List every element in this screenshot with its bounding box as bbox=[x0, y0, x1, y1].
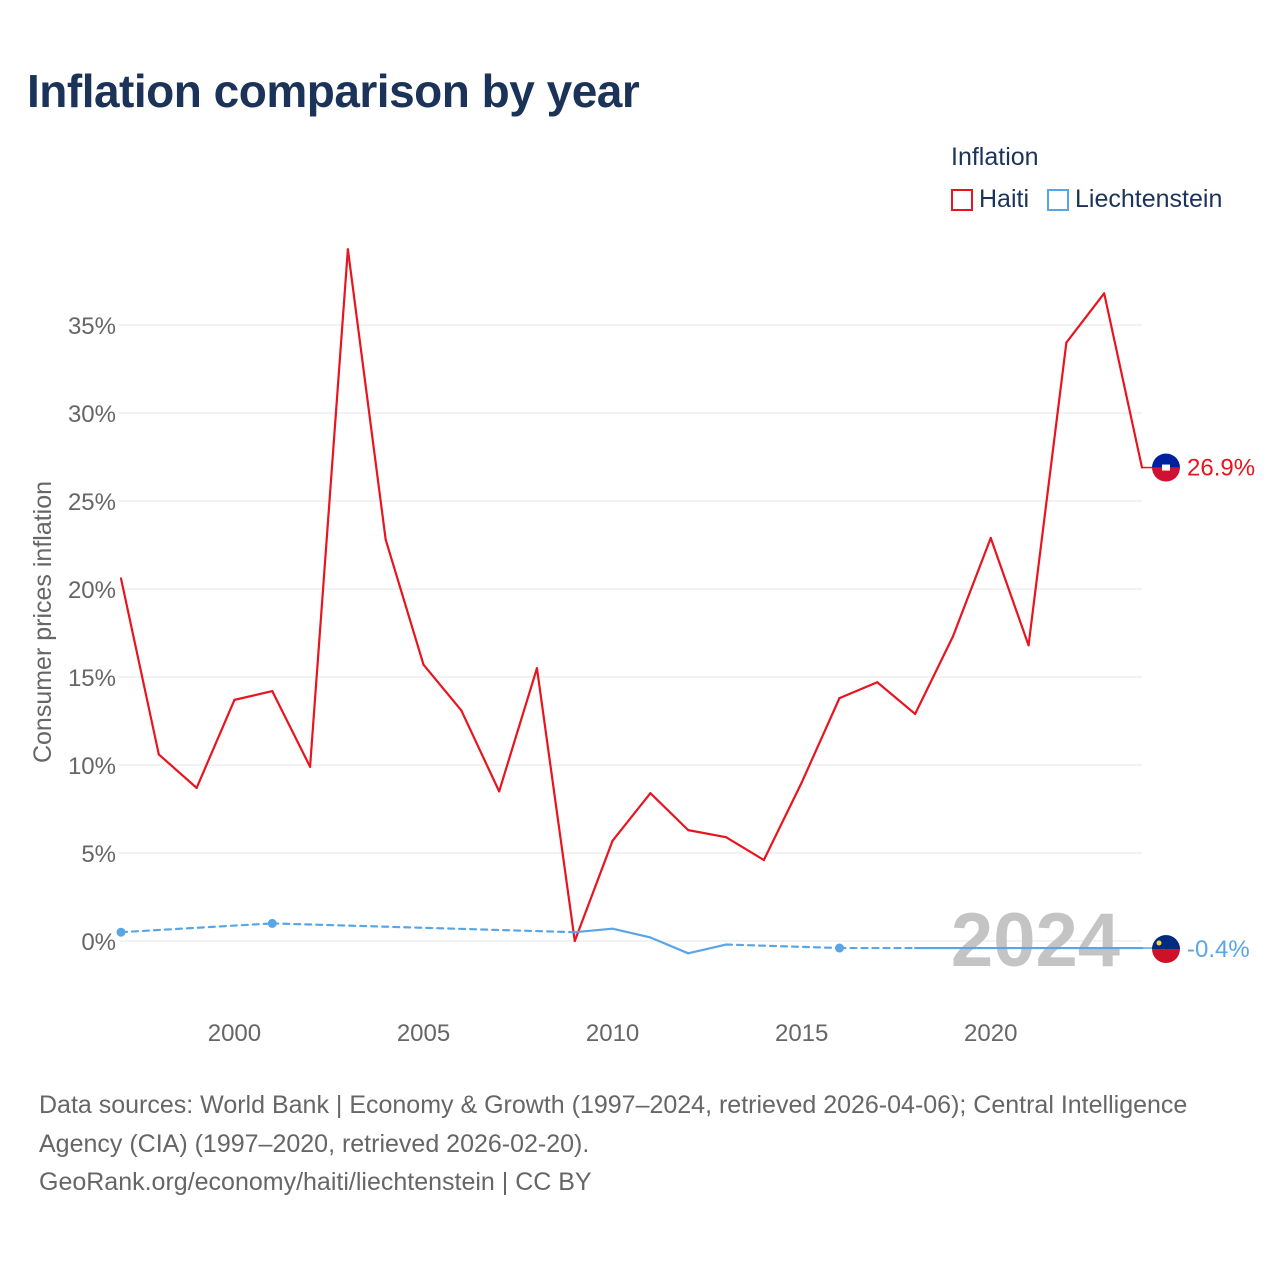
series-segment-haiti bbox=[800, 697, 841, 784]
flag-stripe bbox=[1152, 453, 1180, 468]
series-segment-haiti bbox=[724, 836, 765, 862]
series-segment-haiti bbox=[195, 698, 236, 789]
grid bbox=[119, 324, 1142, 942]
flag-stripe bbox=[1152, 949, 1180, 964]
credit-link[interactable]: GeoRank.org/economy/haiti/liechtenstein … bbox=[39, 1168, 592, 1196]
series-segment-haiti bbox=[876, 681, 917, 716]
series-segment-haiti bbox=[119, 577, 160, 756]
end-value-label-liechtenstein: -0.4% bbox=[1187, 936, 1250, 963]
series-segment-haiti bbox=[838, 681, 879, 700]
end-markers: 26.9% -0.4% bbox=[1152, 453, 1255, 964]
series-lines bbox=[116, 248, 1155, 955]
x-tick-label: 2015 bbox=[775, 1020, 828, 1047]
series-segment-haiti bbox=[384, 538, 425, 666]
series-segment-haiti bbox=[649, 792, 690, 832]
year-watermark: 2024 bbox=[951, 898, 1120, 983]
series-segment-haiti bbox=[157, 753, 198, 789]
series-segment-haiti bbox=[535, 667, 576, 943]
flag-stripe bbox=[1152, 935, 1180, 950]
y-tick-label: 15% bbox=[68, 665, 116, 692]
legend-title: Inflation bbox=[951, 143, 1039, 171]
y-tick-label: 20% bbox=[68, 577, 116, 604]
x-axis: 2000 2005 2010 2015 2020 bbox=[208, 1020, 1018, 1047]
y-axis-label: Consumer prices inflation bbox=[29, 481, 57, 763]
legend-item-haiti[interactable]: Haiti bbox=[951, 185, 1029, 214]
footer: Data sources: World Bank | Economy & Gro… bbox=[39, 1086, 1239, 1202]
flag-emblem bbox=[1162, 464, 1170, 471]
chart-title: Inflation comparison by year bbox=[27, 65, 640, 117]
legend-swatch-haiti bbox=[951, 188, 973, 211]
series-segment-liechtenstein bbox=[611, 927, 652, 939]
y-tick-label: 25% bbox=[68, 489, 116, 516]
series-segment-liechtenstein bbox=[687, 943, 728, 955]
series-segment-haiti bbox=[1027, 341, 1068, 647]
series-segment-liechtenstein bbox=[724, 943, 841, 950]
series-segment-haiti bbox=[1065, 292, 1106, 344]
series-segment-haiti bbox=[687, 829, 728, 839]
legend-label-liechtenstein: Liechtenstein bbox=[1075, 185, 1223, 213]
data-sources: Data sources: World Bank | Economy & Gro… bbox=[39, 1091, 1188, 1158]
x-tick-label: 2000 bbox=[208, 1020, 261, 1047]
series-segment-liechtenstein bbox=[271, 922, 576, 934]
data-point-liechtenstein bbox=[116, 927, 126, 937]
series-segment-haiti bbox=[1103, 292, 1144, 469]
y-tick-label: 35% bbox=[68, 313, 116, 340]
legend: Haiti Liechtenstein bbox=[951, 185, 1240, 214]
series-segment-haiti bbox=[422, 663, 463, 712]
data-point-liechtenstein bbox=[834, 943, 844, 953]
series-segment-haiti bbox=[271, 689, 312, 768]
legend-swatch-liechtenstein bbox=[1047, 188, 1070, 211]
y-axis: 0% 5% 10% 15% 20% 25% 30% 35% bbox=[68, 313, 116, 956]
data-point-liechtenstein bbox=[267, 918, 277, 928]
liechtenstein-flag-icon bbox=[1152, 935, 1180, 964]
series-segment-haiti bbox=[951, 536, 992, 638]
y-tick-label: 10% bbox=[68, 753, 116, 780]
series-segment-haiti bbox=[762, 781, 803, 862]
series-segment-liechtenstein bbox=[119, 922, 274, 934]
x-tick-label: 2010 bbox=[586, 1020, 639, 1047]
y-tick-label: 30% bbox=[68, 401, 116, 428]
series-segment-haiti bbox=[914, 635, 955, 716]
end-value-label-haiti: 26.9% bbox=[1187, 455, 1255, 482]
haiti-flag-icon bbox=[1152, 453, 1180, 482]
series-segment-haiti bbox=[308, 248, 349, 768]
flag-stripe bbox=[1152, 467, 1180, 482]
series-segment-liechtenstein bbox=[573, 927, 614, 934]
legend-label-haiti: Haiti bbox=[979, 185, 1030, 213]
flag-crown bbox=[1156, 940, 1162, 946]
series-segment-haiti bbox=[498, 667, 539, 793]
series-segment-haiti bbox=[989, 536, 1030, 647]
series-segment-liechtenstein bbox=[649, 936, 690, 955]
x-tick-label: 2005 bbox=[397, 1020, 450, 1047]
series-segment-haiti bbox=[611, 792, 652, 842]
legend-item-liechtenstein[interactable]: Liechtenstein bbox=[1047, 185, 1222, 214]
line-chart: 2024 0% 5% 10% 15% 20% 25% 30% 35% 2000 2005 2010… bbox=[29, 248, 1255, 1047]
y-tick-label: 5% bbox=[81, 841, 116, 868]
series-segment-haiti bbox=[233, 689, 274, 701]
x-tick-label: 2020 bbox=[964, 1020, 1017, 1047]
series-segment-haiti bbox=[346, 248, 387, 541]
y-tick-label: 0% bbox=[81, 929, 116, 956]
series-segment-haiti bbox=[573, 839, 614, 943]
series-segment-haiti bbox=[460, 709, 501, 793]
